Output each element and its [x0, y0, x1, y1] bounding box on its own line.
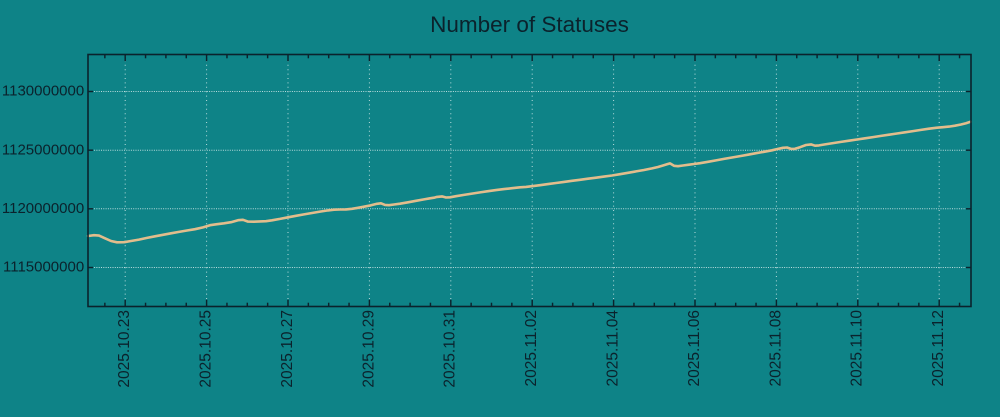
svg-text:2025.10.23: 2025.10.23 [116, 310, 133, 388]
svg-text:2025.10.27: 2025.10.27 [279, 310, 296, 388]
svg-text:1125000000: 1125000000 [2, 141, 84, 158]
svg-text:2025.11.12: 2025.11.12 [930, 310, 947, 386]
svg-text:2025.10.25: 2025.10.25 [198, 310, 215, 388]
svg-text:2025.11.10: 2025.11.10 [849, 310, 866, 387]
svg-text:2025.10.31: 2025.10.31 [442, 310, 459, 388]
svg-text:1130000000: 1130000000 [2, 83, 84, 100]
svg-text:2025.10.29: 2025.10.29 [360, 310, 377, 388]
svg-text:Number of Statuses: Number of Statuses [430, 12, 629, 37]
svg-text:2025.11.02: 2025.11.02 [523, 310, 540, 386]
svg-text:2025.11.06: 2025.11.06 [686, 310, 703, 386]
svg-text:1115000000: 1115000000 [3, 259, 84, 276]
svg-text:2025.11.08: 2025.11.08 [767, 310, 784, 386]
svg-text:2025.11.04: 2025.11.04 [605, 310, 622, 387]
svg-text:1120000000: 1120000000 [2, 200, 84, 217]
